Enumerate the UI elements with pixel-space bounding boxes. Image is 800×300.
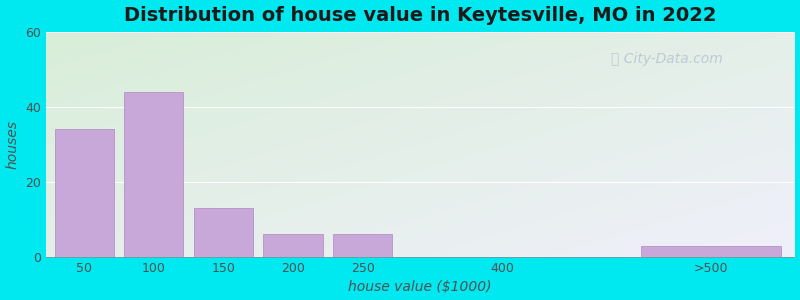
X-axis label: house value ($1000): house value ($1000): [348, 280, 492, 294]
Bar: [194, 208, 253, 257]
Y-axis label: houses: houses: [6, 120, 19, 169]
Title: Distribution of house value in Keytesville, MO in 2022: Distribution of house value in Keytesvil…: [124, 6, 716, 25]
Text: ⓘ City-Data.com: ⓘ City-Data.com: [611, 52, 723, 66]
Bar: [263, 235, 322, 257]
Bar: [333, 235, 392, 257]
Bar: [642, 246, 781, 257]
Bar: [54, 129, 114, 257]
Bar: [124, 92, 183, 257]
